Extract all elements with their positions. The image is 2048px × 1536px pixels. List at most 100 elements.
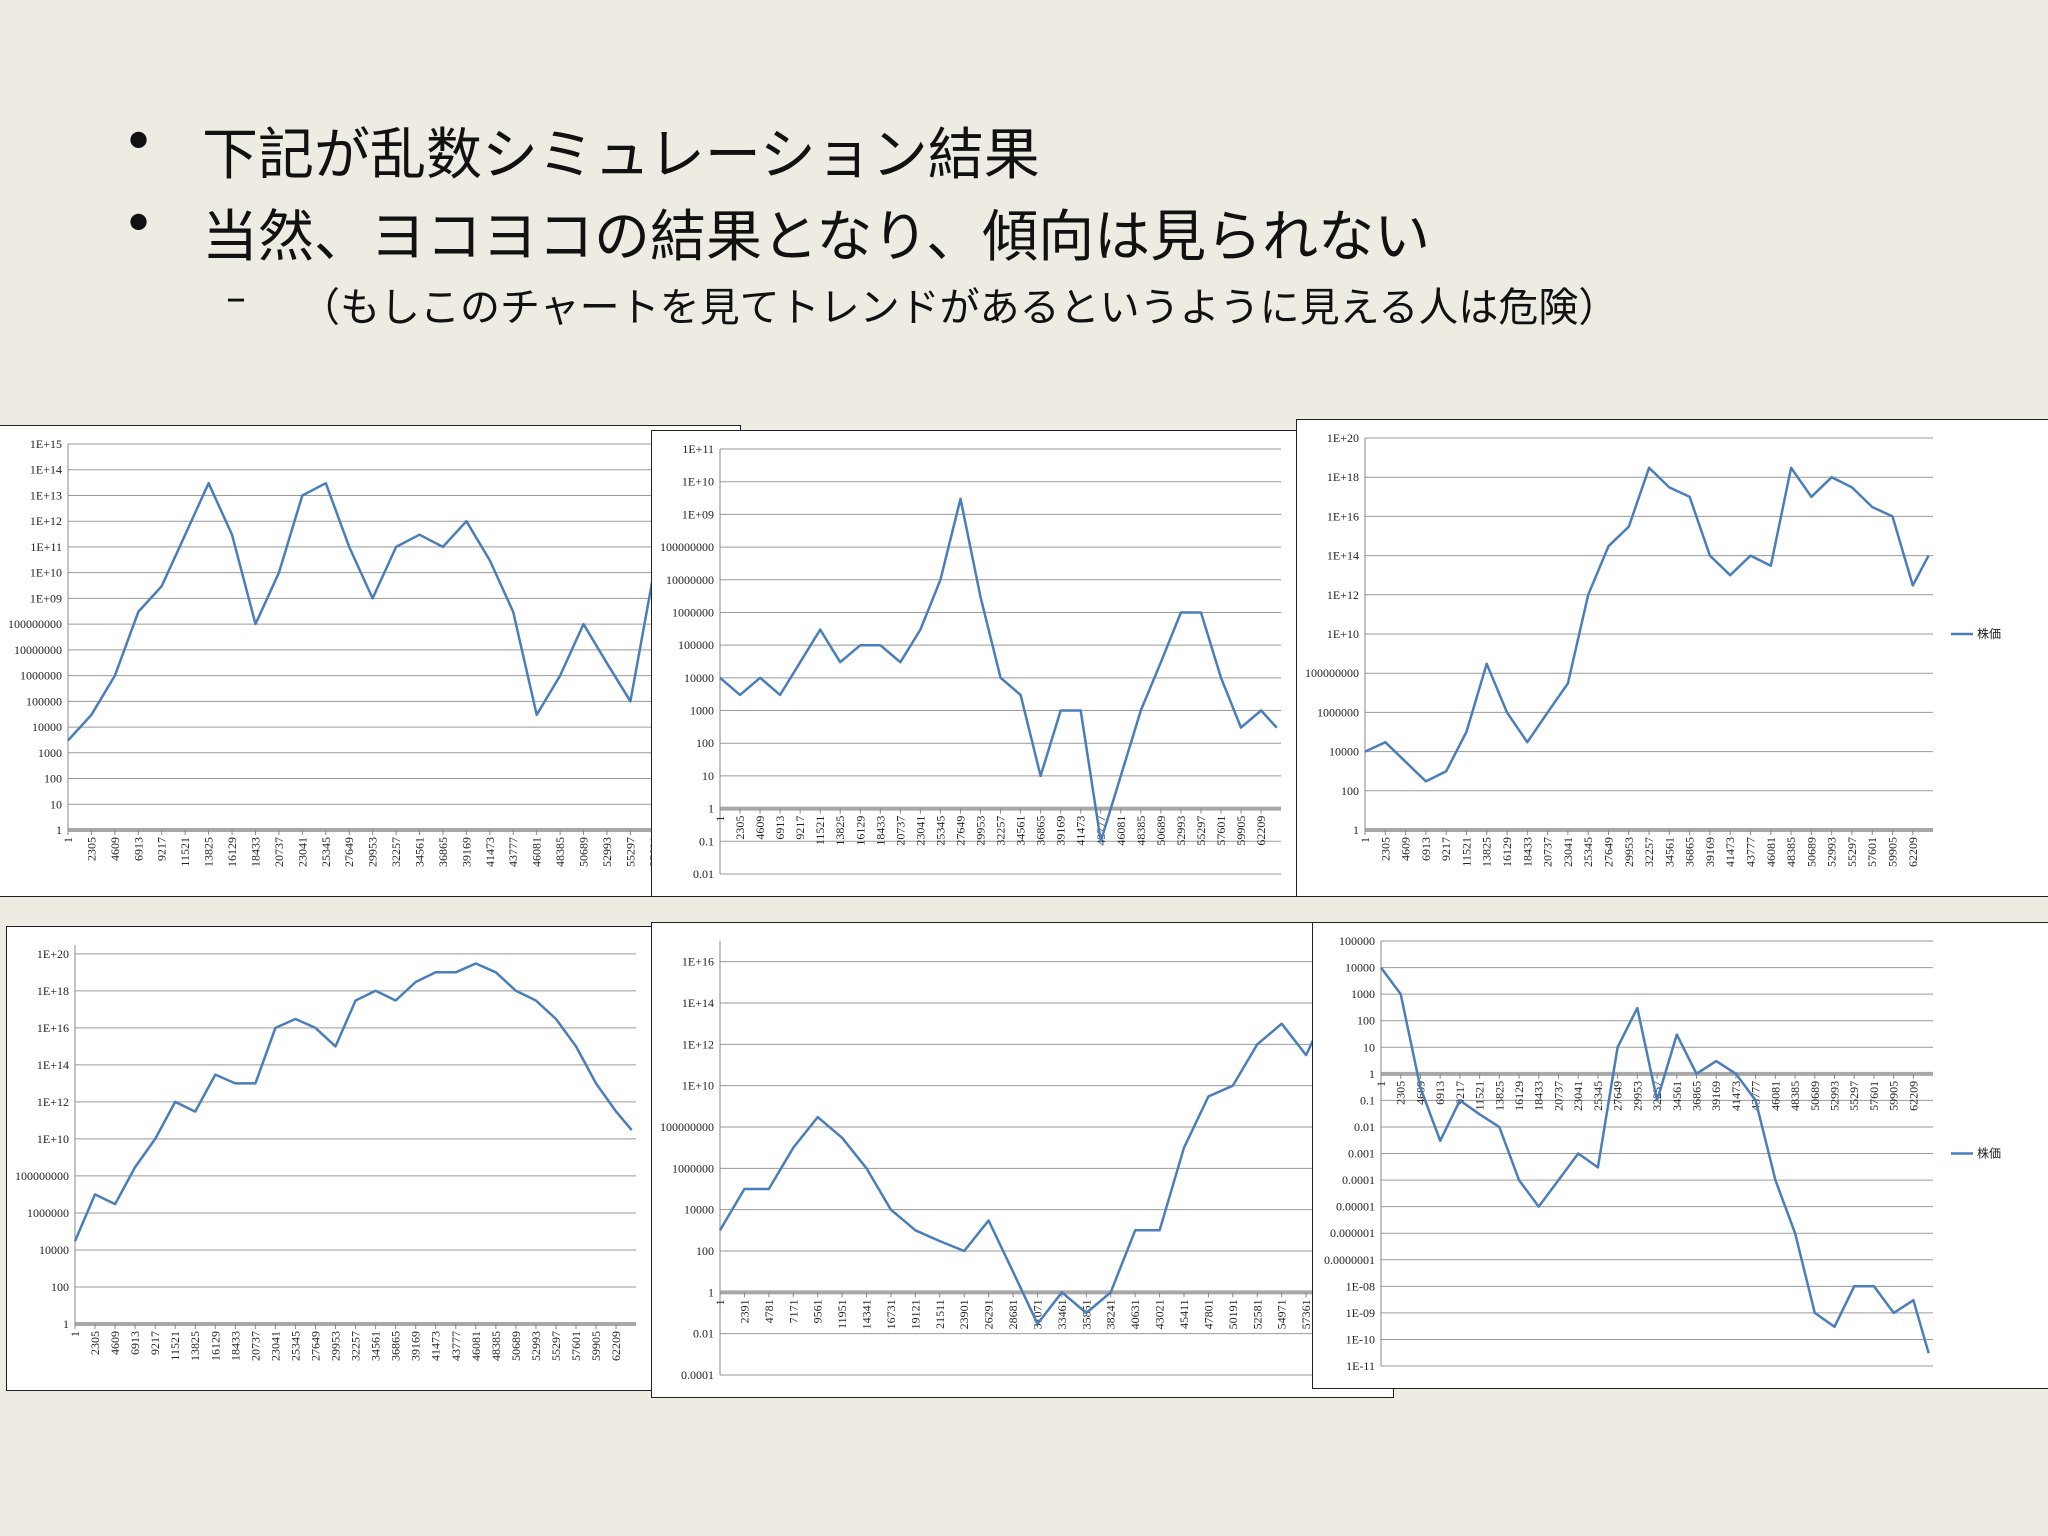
x-tick-label: 18433: [248, 837, 262, 867]
x-tick-label: 45411: [1177, 1299, 1191, 1329]
x-tick-label: 4781: [762, 1299, 776, 1323]
x-tick-label: 59905: [1886, 837, 1900, 867]
bullet-text: 当然、ヨコヨコの結果となり、傾向は見られない: [202, 205, 1431, 270]
x-tick-label: 36865: [389, 1331, 403, 1361]
x-tick-label: 16129: [225, 837, 239, 867]
x-tick-label: 9217: [1453, 1081, 1467, 1105]
x-tick-label: 23901: [957, 1299, 971, 1329]
x-tick-label: 36865: [1034, 816, 1048, 846]
y-tick-label: 10000: [684, 671, 714, 685]
y-tick-label: 10000: [1345, 961, 1375, 975]
x-tick-label: 23041: [913, 816, 927, 846]
y-tick-label: 0.01: [1354, 1120, 1375, 1134]
x-tick-label: 25345: [1591, 1081, 1605, 1111]
y-tick-label: 0.01: [693, 1327, 714, 1341]
x-tick-label: 20737: [248, 1331, 262, 1361]
x-tick-label: 27649: [308, 1331, 322, 1361]
y-tick-label: 1E+16: [1327, 509, 1359, 523]
x-tick-label: 23041: [295, 837, 309, 867]
x-tick-label: 39169: [1709, 1081, 1723, 1111]
y-tick-label: 1E+10: [37, 1132, 69, 1146]
x-tick-label: 25345: [288, 1331, 302, 1361]
y-tick-label: 0.1: [699, 834, 714, 848]
y-tick-label: 100000000: [1305, 666, 1359, 680]
x-tick-label: 62209: [1906, 837, 1920, 867]
y-tick-label: 10000: [39, 1243, 69, 1257]
y-tick-label: 1000000: [672, 1161, 714, 1175]
x-tick-label: 34561: [1662, 837, 1676, 867]
y-tick-label: 1E+12: [37, 1095, 69, 1109]
y-tick-label: 1E+18: [37, 984, 69, 998]
chart: 1E-11 1E-10 1E-09 1E-08 0.0000001 0.000001 0.0…: [1312, 922, 2048, 1389]
x-tick-label: 40631: [1128, 1299, 1142, 1329]
y-tick-label: 1E+15: [30, 437, 62, 451]
x-tick-label: 6913: [1419, 837, 1433, 861]
y-tick-label: 1E+10: [1327, 627, 1359, 641]
x-tick-label: 52581: [1250, 1299, 1264, 1329]
x-tick-label: 1: [61, 837, 75, 843]
x-tick-label: 43777: [1744, 837, 1758, 867]
y-tick-label: 1E+16: [682, 955, 714, 969]
chart: 1 100 10000 1000000 100000000 1E+10 1E+12 1E+14…: [1296, 419, 2048, 897]
x-tick-label: 41473: [1729, 1081, 1743, 1111]
x-tick-label: 55297: [1847, 1081, 1861, 1111]
x-tick-label: 29953: [329, 1331, 343, 1361]
x-tick-label: 13825: [202, 837, 216, 867]
y-tick-label: 10: [1363, 1040, 1375, 1054]
x-tick-label: 55297: [1845, 837, 1859, 867]
x-tick-label: 4609: [108, 1331, 122, 1355]
y-tick-label: 0.001: [1348, 1147, 1375, 1161]
y-tick-label: 10000000: [666, 573, 714, 587]
x-tick-label: 16129: [853, 816, 867, 846]
x-tick-label: 16731: [884, 1299, 898, 1329]
x-tick-label: 18433: [873, 816, 887, 846]
y-tick-label: 1E-08: [1346, 1279, 1375, 1293]
x-tick-label: 4609: [1399, 837, 1413, 861]
x-tick-label: 39169: [1703, 837, 1717, 867]
x-tick-label: 48385: [1134, 816, 1148, 846]
y-tick-label: 10000000: [14, 643, 62, 657]
y-tick-label: 1E+14: [1327, 549, 1359, 563]
x-tick-label: 43021: [1153, 1299, 1167, 1329]
x-tick-label: 55297: [549, 1331, 563, 1361]
y-tick-label: 100: [44, 772, 62, 786]
x-tick-label: 52993: [1825, 837, 1839, 867]
x-tick-label: 20737: [1551, 1081, 1565, 1111]
x-tick-label: 34561: [412, 837, 426, 867]
y-tick-label: 100000000: [660, 540, 714, 554]
y-tick-label: 1E+11: [682, 442, 714, 456]
x-tick-label: 25345: [1581, 837, 1595, 867]
y-tick-label: 1000: [38, 746, 62, 760]
x-tick-label: 62209: [1906, 1081, 1920, 1111]
x-tick-label: 47801: [1201, 1299, 1215, 1329]
x-tick-label: 29953: [1630, 1081, 1644, 1111]
x-tick-label: 29953: [974, 816, 988, 846]
bullet-mark: •: [122, 192, 156, 257]
x-tick-label: 27649: [1611, 1081, 1625, 1111]
x-tick-label: 52993: [529, 1331, 543, 1361]
y-tick-label: 1E+09: [682, 507, 714, 521]
x-tick-label: 7171: [786, 1299, 800, 1323]
x-tick-label: 34561: [1014, 816, 1028, 846]
y-tick-label: 0.0000001: [1324, 1253, 1375, 1267]
y-tick-label: 10: [702, 769, 714, 783]
x-tick-label: 41473: [429, 1331, 443, 1361]
y-tick-label: 1E+14: [30, 463, 62, 477]
x-tick-label: 1: [1358, 837, 1372, 843]
x-tick-label: 55297: [1194, 816, 1208, 846]
y-tick-label: 1000000: [27, 1206, 69, 1220]
x-tick-label: 2391: [737, 1299, 751, 1323]
x-tick-label: 46081: [1764, 837, 1778, 867]
x-tick-label: 41473: [1074, 816, 1088, 846]
y-tick-label: 0.00001: [1336, 1200, 1375, 1214]
y-tick-label: 0.01: [693, 867, 714, 881]
x-tick-label: 48385: [1784, 837, 1798, 867]
x-tick-label: 2305: [1394, 1081, 1408, 1105]
x-tick-label: 55297: [623, 837, 637, 867]
y-tick-label: 0.0001: [681, 1368, 714, 1382]
y-tick-label: 1000000: [20, 669, 62, 683]
y-tick-label: 1E+20: [37, 947, 69, 961]
x-tick-label: 11521: [1473, 1081, 1487, 1111]
y-tick-label: 1: [708, 802, 714, 816]
